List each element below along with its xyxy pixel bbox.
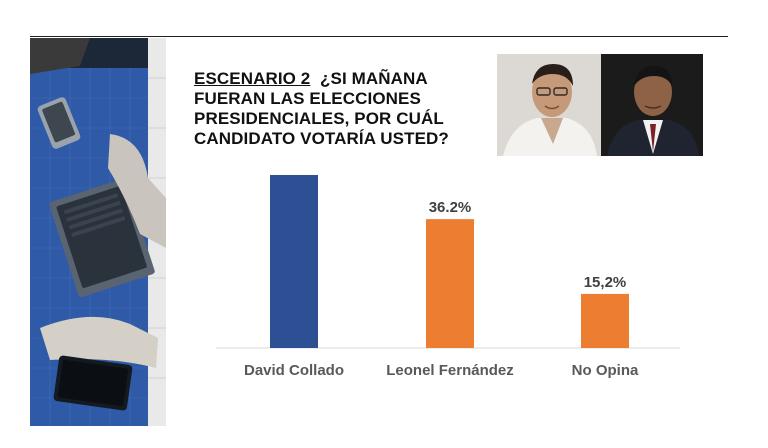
data-label-0: 48.6% — [273, 170, 316, 172]
category-label-0: David Collado — [244, 362, 344, 379]
vote-intention-chart: 48.6% David Collado 36.2% Leonel Fernández 1… — [216, 170, 680, 379]
category-label-2: No Opina — [572, 362, 639, 379]
candidate-photos — [497, 54, 703, 156]
category-label-1: Leonel Fernández — [386, 362, 514, 379]
chart-title: ESCENARIO 2 ¿SI MAÑANA FUERAN LAS ELECCI… — [194, 69, 494, 149]
photo-leonel-fernandez — [607, 66, 699, 156]
survey-question: ¿SI MAÑANA FUERAN LAS ELECCIONES PRESIDE… — [194, 69, 449, 148]
header-divider — [30, 36, 728, 37]
bar-1 — [426, 219, 474, 348]
bar-2 — [581, 293, 629, 348]
scenario-label: ESCENARIO 2 — [194, 69, 311, 88]
side-photo-laptop-collage — [30, 38, 166, 426]
bar-0 — [270, 174, 318, 348]
data-label-2: 15,2% — [584, 274, 627, 291]
photo-david-collado — [503, 64, 597, 156]
data-label-1: 36.2% — [429, 199, 472, 216]
